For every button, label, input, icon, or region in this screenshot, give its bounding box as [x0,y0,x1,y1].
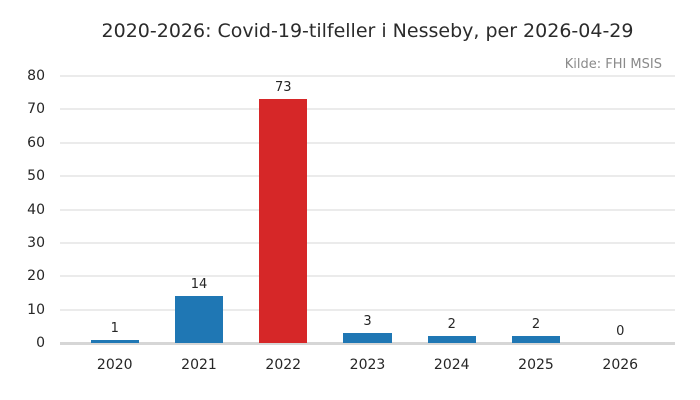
grid-line [60,241,675,244]
bar-value-label: 2 [447,317,456,333]
bar-value-label: 3 [363,314,372,329]
x-axis-line [60,342,675,345]
y-tick-label: 10 [27,301,45,318]
y-tick-label: 80 [27,68,45,84]
bar-2020 [90,339,139,343]
plot-area: 0 10 20 30 40 50 60 70 80 1 2020 14 2021 73 2022 3 2023 2… [27,68,675,373]
y-tick-label: 60 [27,134,45,151]
y-tick-label: 50 [27,168,45,185]
bar-2021 [174,296,223,343]
grid-line [60,275,675,278]
grid-line [60,141,675,144]
grid-line [60,208,675,211]
bar-2025 [511,336,560,343]
x-tick-label: 2022 [265,357,302,373]
x-tick-label: 2024 [433,357,470,373]
x-tick-label: 2021 [181,357,217,373]
bar-value-label: 0 [616,324,625,339]
x-tick-label: 2026 [602,357,639,373]
bar-2024 [427,336,476,343]
y-tick-label: 20 [27,268,45,285]
source-annotation: Kilde: FHI MSIS [564,57,662,72]
grid-line [60,75,675,77]
y-tick-label: 30 [27,234,45,251]
bar-value-label: 1 [110,320,119,336]
chart-title: 2020-2026: Covid-19-tilfeller i Nesseby,… [101,20,634,42]
bar-2022 [259,99,308,343]
bar-value-label: 14 [190,277,208,293]
y-tick-label: 0 [36,335,45,351]
x-tick-label: 2025 [518,357,554,373]
bar-value-label: 73 [274,80,292,96]
grid-line [60,175,675,178]
x-tick-label: 2023 [349,357,386,373]
grid-line [60,108,675,111]
grid-line [60,308,675,311]
x-tick-label: 2020 [96,357,133,373]
y-tick-label: 70 [27,101,45,118]
bar-value-label: 2 [531,317,541,333]
bar-2023 [343,333,392,343]
y-tick-label: 40 [27,201,45,218]
